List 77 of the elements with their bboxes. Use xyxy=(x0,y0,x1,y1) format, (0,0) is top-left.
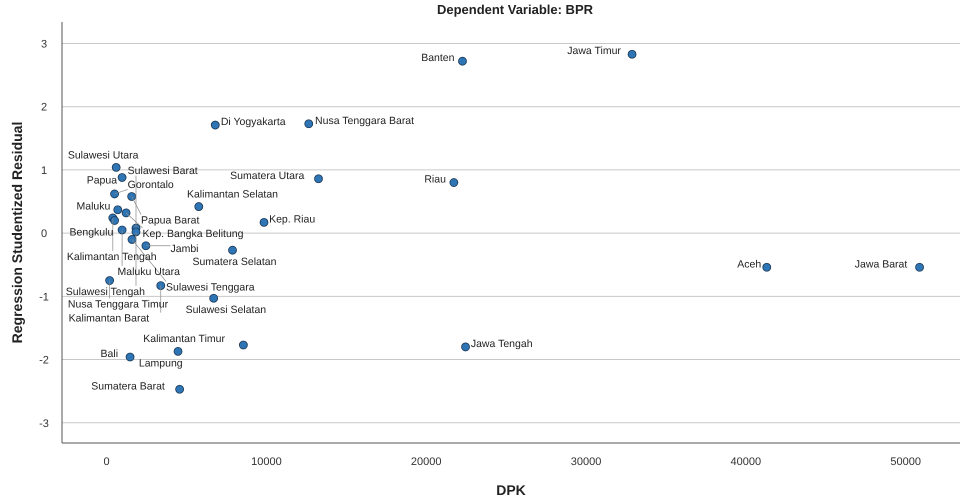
point xyxy=(762,262,772,272)
annotation: Jawa Timur xyxy=(567,45,622,58)
x-axis-title: DPK xyxy=(496,482,526,498)
point xyxy=(118,173,126,182)
x-tick-label: 50000 xyxy=(890,456,921,468)
point xyxy=(175,384,184,394)
annotation: Kalimantan Tengah xyxy=(66,250,157,263)
annotation: Di Yogyakarta xyxy=(220,116,286,128)
y-tick-label: -3 xyxy=(39,418,49,430)
y-tick-label: -2 xyxy=(39,354,49,367)
annotation: Gorontalo xyxy=(128,178,174,191)
point xyxy=(127,192,136,201)
y-tick-label: -1 xyxy=(39,291,49,304)
annotation: Sulawesi Utara xyxy=(68,149,139,162)
point xyxy=(156,281,166,290)
point xyxy=(174,346,182,356)
annotation: Aceh xyxy=(737,258,762,270)
point xyxy=(238,340,248,350)
point xyxy=(314,174,323,184)
annotation: Jawa Tengah xyxy=(470,338,533,350)
point xyxy=(458,56,467,66)
y-tick-label: 1 xyxy=(40,164,48,177)
point xyxy=(122,208,130,218)
point xyxy=(304,119,314,128)
point xyxy=(260,218,268,227)
annotation: Banten xyxy=(421,52,455,64)
annotation: Sulawesi Barat xyxy=(128,165,198,178)
x-tick-label: 20000 xyxy=(410,456,442,468)
y-tick-label: 0 xyxy=(40,228,48,240)
y-tick-label: 2 xyxy=(40,102,48,114)
y-axis-title: Regression Studentized Residual xyxy=(9,122,25,344)
annotation: Papua Barat xyxy=(141,214,200,226)
annotation: Bengkulu xyxy=(70,226,114,238)
annotation: Papua xyxy=(86,174,118,187)
point xyxy=(209,294,218,303)
annotation: Maluku xyxy=(76,200,111,213)
point xyxy=(110,216,119,225)
annotation: Sumatera Selatan xyxy=(192,256,277,268)
annotation: Kalimantan Selatan xyxy=(186,188,278,201)
annotation: Kalimantan Barat xyxy=(68,312,150,325)
x-tick-label: 0 xyxy=(104,456,110,468)
annotation: Jawa Barat xyxy=(854,258,908,270)
point xyxy=(194,202,204,211)
annotation: Lampung xyxy=(138,357,183,370)
point xyxy=(126,352,134,362)
point xyxy=(110,190,119,198)
point xyxy=(118,226,126,234)
annotation: Sumatera Barat xyxy=(91,380,165,392)
point xyxy=(112,163,121,172)
point xyxy=(449,178,458,187)
point xyxy=(628,50,636,59)
annotation: Maluku Utara xyxy=(118,266,180,278)
x-tick-label: 30000 xyxy=(570,456,602,468)
annotation: Sulawesi Tenggara xyxy=(166,281,255,294)
annotation: Jambi xyxy=(170,242,199,255)
annotation: Bali xyxy=(100,348,118,360)
annotation: Sulawesi Selatan xyxy=(186,304,266,316)
y-tick-label: 3 xyxy=(40,38,48,50)
point xyxy=(461,342,470,352)
annotation: Riau xyxy=(424,174,446,186)
point xyxy=(105,276,114,285)
annotation: Sumatera Utara xyxy=(230,170,304,182)
point xyxy=(132,227,140,236)
point xyxy=(210,120,220,130)
annotation: Kep. Riau xyxy=(269,213,316,226)
x-tick-label: 40000 xyxy=(730,456,762,468)
x-tick-label: 10000 xyxy=(251,456,282,468)
annotation: Nusa Tenggara Barat xyxy=(315,114,414,127)
point xyxy=(113,205,122,214)
annotation: Kep. Bangka Belitung xyxy=(142,228,244,240)
point xyxy=(142,241,150,250)
point xyxy=(915,262,924,272)
point xyxy=(228,246,237,255)
chart-title: Dependent Variable: BPR xyxy=(436,2,594,17)
annotation: Sulawesi Tengah xyxy=(66,286,146,298)
annotation: Nusa Tenggara Timur xyxy=(68,298,169,311)
annotation: Kalimantan Timur xyxy=(143,333,226,346)
